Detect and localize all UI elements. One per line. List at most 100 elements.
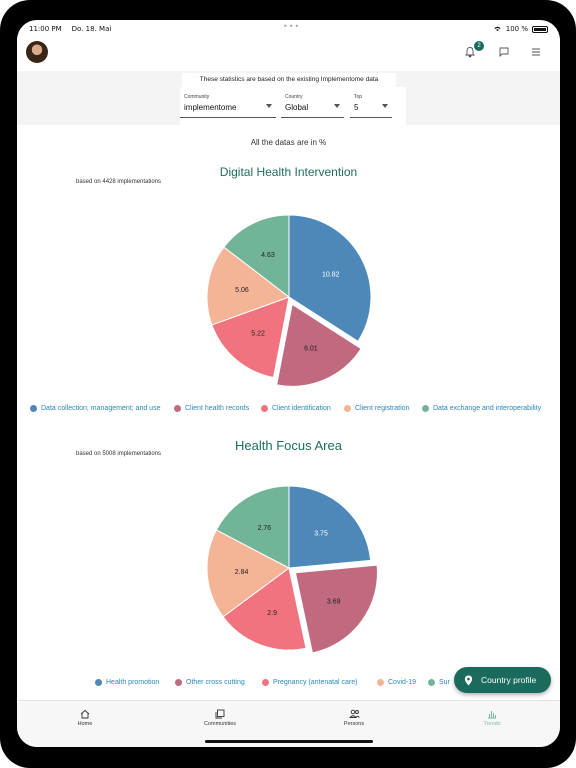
top-dropdown[interactable]: Top 5: [350, 92, 392, 118]
nav-home-label: Home: [77, 721, 93, 727]
country-dropdown[interactable]: Country Global: [281, 92, 344, 118]
top-label: Top: [354, 94, 363, 100]
home-indicator: [205, 740, 373, 743]
communities-icon: [215, 709, 225, 719]
battery-icon: [532, 25, 548, 33]
legend-item-label: Data collection; management; and use: [41, 405, 161, 412]
legend-item-label: Client health records: [185, 405, 250, 412]
status-time: 11:00 PM: [29, 25, 62, 33]
legend-item-0[interactable]: Health promotion: [95, 679, 159, 686]
nav-trends-label: Trends: [483, 721, 501, 727]
pie-slice-label-2: 2.9: [267, 610, 277, 617]
pie-legend-icon: [174, 405, 181, 412]
multitask-dots-icon: •••: [283, 22, 301, 31]
pie-legend-icon: [344, 405, 351, 412]
pie-legend-icon: [175, 679, 182, 686]
pie-slice-label-3: 5.06: [235, 287, 249, 294]
legend-item-label: Client registration: [355, 405, 410, 412]
nav-communities[interactable]: Communities: [190, 709, 250, 727]
pie-slice-label-3: 2.84: [235, 569, 249, 576]
persons-icon: [348, 709, 360, 718]
chevron-down-icon: [382, 104, 388, 108]
battery-level: 100 %: [505, 25, 528, 33]
legend-item-label: Data exchange and interoperability: [433, 405, 542, 412]
pie-slice-2[interactable]: [211, 296, 290, 379]
nav-home[interactable]: Home: [55, 709, 115, 727]
pie-legend-icon: [95, 679, 102, 686]
top-value: 5: [354, 103, 359, 112]
pie-slice-label-4: 2.76: [258, 525, 272, 532]
chevron-down-icon: [334, 104, 340, 108]
country-label: Country: [285, 94, 303, 100]
community-dropdown[interactable]: Community implementome: [180, 92, 276, 118]
pie-slice-1[interactable]: [294, 564, 378, 654]
statistics-content: All the datas are in % Digital Health In…: [17, 125, 560, 700]
nav-persons[interactable]: Persons: [324, 709, 384, 727]
bottom-navigation: Home Communities Persons Trends: [17, 700, 560, 747]
location-pin-icon: [464, 675, 473, 685]
chart-subtitle-health-focus: based on 5008 implementations: [76, 451, 162, 457]
units-note: All the datas are in %: [250, 138, 327, 147]
nav-communities-label: Communities: [203, 721, 237, 727]
pie-slice-3[interactable]: [206, 246, 291, 326]
legend-item-label: Health promotion: [106, 679, 160, 686]
legend-item-label: Sur: [439, 679, 450, 686]
pie-slice-0[interactable]: [288, 485, 372, 569]
pie-legend-icon: [261, 405, 268, 412]
pie-slice-label-2: 5.22: [251, 331, 265, 338]
legend-item-4[interactable]: Data exchange and interoperability: [422, 405, 541, 412]
pie-slice-4[interactable]: [215, 485, 290, 569]
legend-item-1[interactable]: Client health records: [174, 405, 249, 412]
pie-legend-icon: [422, 405, 429, 412]
pie-slice-label-0: 3.75: [314, 530, 328, 537]
chat-icon[interactable]: [498, 45, 514, 61]
legend-item-label: Client identification: [272, 405, 331, 412]
legend-item-2[interactable]: Client identification: [261, 405, 331, 412]
chart-subtitle-digital-health: based on 4428 implementations: [76, 179, 162, 185]
pie-slice-label-4: 4.63: [261, 252, 275, 259]
wifi-icon: [493, 25, 502, 34]
legend-item-0[interactable]: Data collection; management; and use: [30, 405, 160, 412]
legend-item-2[interactable]: Pregnancy (antenatal care): [262, 679, 357, 686]
country-profile-button[interactable]: Country profile: [454, 667, 551, 693]
pie-slice-label-1: 3.69: [327, 598, 341, 605]
chart-title-digital-health: Digital Health Intervention: [219, 165, 358, 179]
legend-item-3[interactable]: Client registration: [344, 405, 409, 412]
pie-slice-label-1: 6.01: [304, 346, 318, 353]
legend-item-4[interactable]: Sur: [428, 679, 450, 686]
notification-count-badge: 2: [474, 41, 484, 51]
bar-chart-icon: [488, 711, 497, 719]
chart-title-health-focus: Health Focus Area: [235, 438, 342, 453]
country-profile-label: Country profile: [481, 675, 537, 685]
pie-legend-icon: [30, 405, 37, 412]
pie-chart-digital-health: 10.82 6.01 5.22 5.06 4.63: [206, 214, 372, 387]
filter-area: These statistics are based on the existi…: [17, 71, 560, 125]
community-value: implementome: [184, 103, 237, 112]
pie-legend-icon: [428, 679, 435, 686]
pie-slice-3[interactable]: [206, 529, 290, 618]
avatar[interactable]: [26, 41, 48, 63]
nav-trends[interactable]: Trends: [462, 709, 522, 727]
legend-health-focus: Health promotion Other cross cutting Pregn…: [17, 679, 560, 691]
legend-digital-health: Data collection; management; and use Clie…: [17, 405, 560, 417]
notification-bell-icon[interactable]: [464, 45, 480, 61]
legend-item-label: Pregnancy (antenatal care): [273, 679, 358, 686]
country-value: Global: [285, 103, 309, 112]
app-bar: 2: [17, 38, 560, 72]
legend-item-1[interactable]: Other cross cutting: [175, 679, 245, 686]
pie-chart-health-focus: 3.75 3.69 2.9 2.84 2.76: [206, 485, 378, 654]
statistics-notice: These statistics are based on the existi…: [182, 73, 396, 87]
home-icon: [80, 709, 90, 719]
pie-legend-icon: [262, 679, 269, 686]
pie-legend-icon: [377, 679, 384, 686]
pie-slice-0[interactable]: [288, 214, 372, 343]
status-date: Do. 18. Mai: [71, 25, 112, 33]
pie-slice-2[interactable]: [222, 567, 307, 651]
pie-slice-1[interactable]: [276, 303, 362, 387]
legend-item-3[interactable]: Covid-19: [377, 679, 416, 686]
menu-icon[interactable]: [530, 45, 546, 61]
pie-slice-4[interactable]: [223, 214, 290, 299]
legend-item-label: Other cross cutting: [186, 679, 245, 686]
community-label: Community: [184, 94, 210, 100]
